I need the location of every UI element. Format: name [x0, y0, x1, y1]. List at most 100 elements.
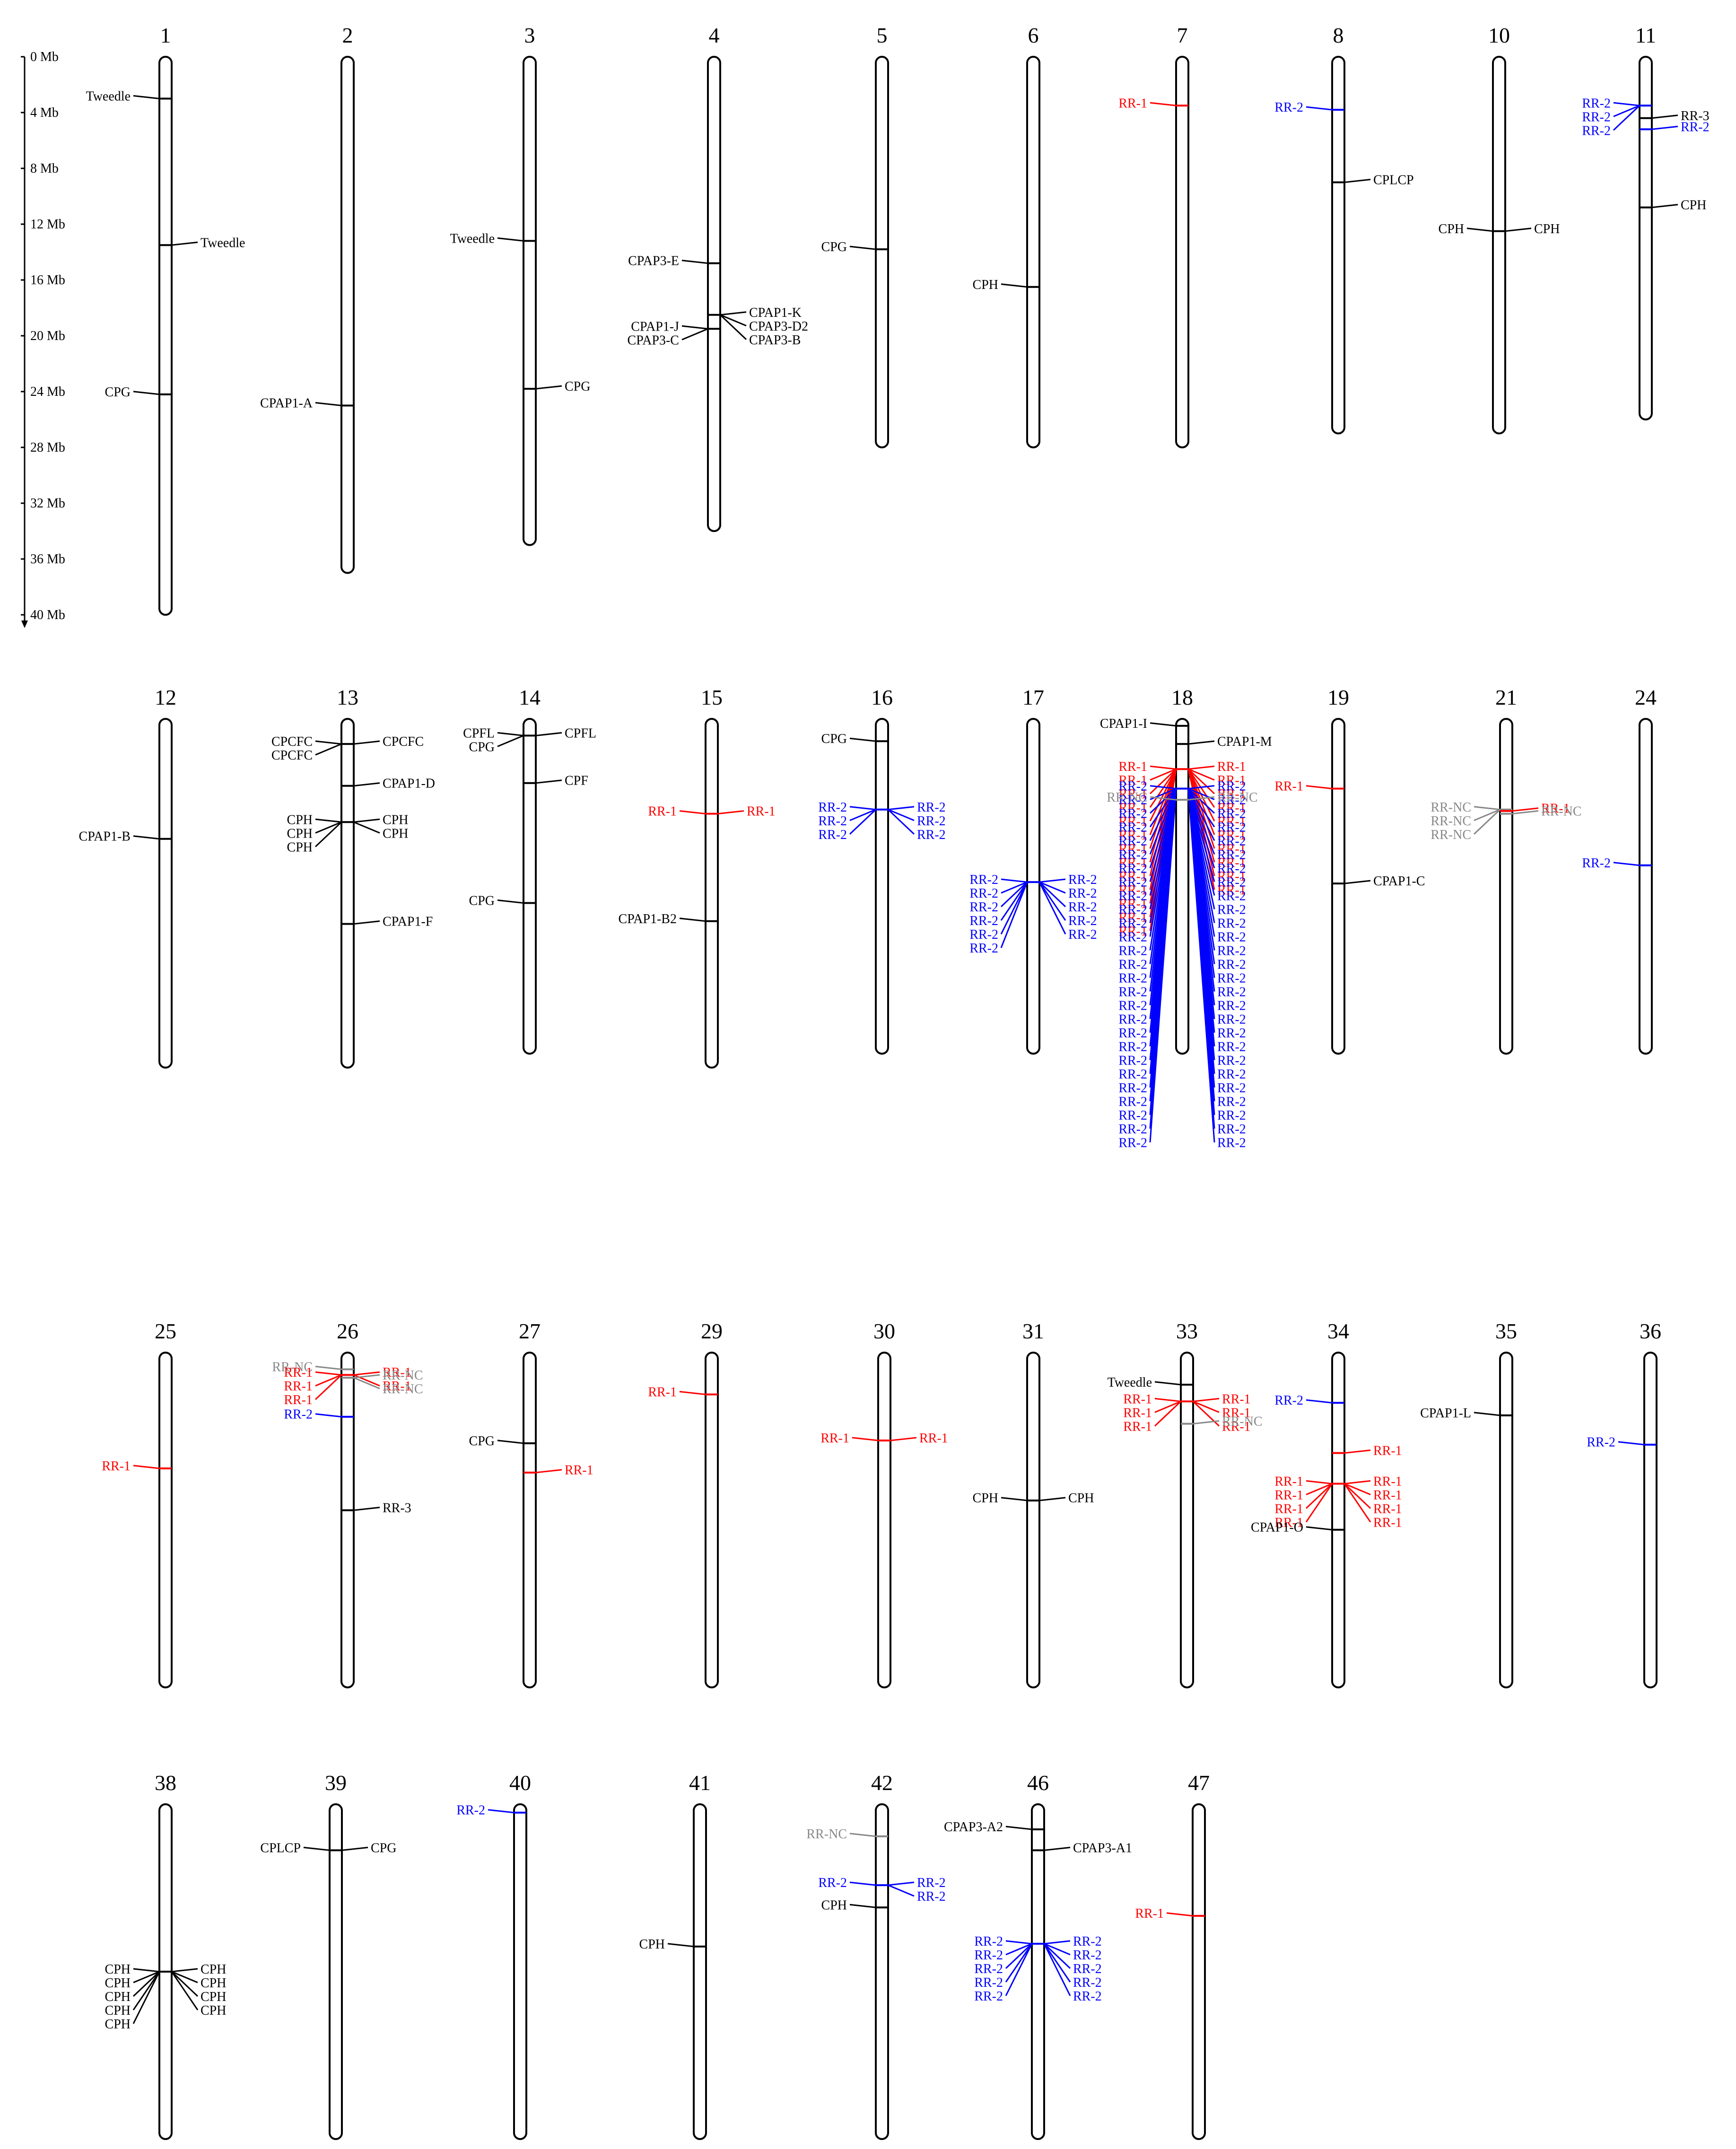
marker-label: CPH — [1534, 222, 1560, 236]
gene-marker: CPG — [523, 379, 590, 394]
marker-leader — [1187, 769, 1215, 835]
marker-leader — [1188, 768, 1215, 781]
gene-marker: CPAP1-L — [1420, 1406, 1512, 1421]
marker-label: RR-2 — [1217, 1109, 1246, 1123]
marker-leader — [315, 821, 342, 834]
gene-marker: CPLCP — [1332, 173, 1414, 188]
chromosome-4: 4CPAP3-ECPAP1-KCPAP3-D2CPAP3-BCPAP1-JCPA… — [628, 23, 808, 532]
marker-label: RR-2 — [1217, 971, 1246, 986]
marker-label: RR-2 — [1217, 793, 1246, 808]
marker-leader — [1512, 810, 1539, 815]
marker-label: RR-1 — [1373, 1515, 1402, 1530]
marker-label: RR-2 — [1118, 903, 1147, 917]
scale-tick-label: 0 Mb — [30, 50, 59, 64]
marker-leader — [535, 732, 562, 736]
marker-leader — [132, 1971, 160, 2010]
marker-leader — [1344, 1483, 1371, 1495]
marker-label: RR-2 — [917, 800, 946, 815]
marker-leader — [1038, 882, 1066, 921]
marker-label: CPH — [973, 1491, 998, 1506]
gene-marker: CPH — [1640, 198, 1706, 213]
chromosome-label: 35 — [1495, 1319, 1517, 1343]
marker-label: RR-2 — [1118, 1081, 1147, 1096]
marker-leader — [353, 740, 380, 745]
marker-leader — [353, 1377, 380, 1389]
marker-label: CPH — [1439, 222, 1464, 236]
chromosome-18: 18CPAP1-ICPAP1-MRR-1RR-1RR-1RR-1RR-1RR-1… — [1100, 685, 1272, 1151]
marker-leader — [1044, 1940, 1071, 1945]
marker-label: CPG — [821, 732, 847, 746]
marker-label: RR-NC — [1107, 790, 1147, 805]
chromosome-25: 25 RR-1 — [102, 1319, 176, 1688]
chromosome-label: 10 — [1488, 23, 1510, 47]
marker-label: RR-2 — [1217, 985, 1246, 1000]
marker-leader — [1613, 102, 1640, 106]
marker-leader — [1001, 283, 1028, 288]
chromosome-label: 41 — [689, 1771, 711, 1795]
marker-label: RR-1 — [1217, 856, 1246, 870]
marker-leader — [1005, 1943, 1033, 1983]
marker-leader — [353, 1374, 380, 1379]
chromosome-label: 21 — [1495, 685, 1517, 709]
marker-label: RR-2 — [1118, 971, 1147, 986]
marker-leader — [1474, 809, 1500, 821]
marker-label: CPH — [1681, 198, 1706, 213]
scale-tick-label: 24 Mb — [30, 384, 65, 399]
chromosome-bar — [340, 56, 355, 574]
marker-label: RR-2 — [917, 1876, 946, 1890]
marker-label: RR-NC — [272, 1360, 313, 1374]
marker-leader — [1000, 882, 1028, 921]
marker-leader — [1149, 769, 1177, 821]
gene-marker: CPH — [973, 278, 1039, 292]
gene-marker: CPAP1-F — [341, 915, 433, 929]
chromosome-bar — [1026, 1352, 1040, 1688]
marker-label: RR-1 — [1274, 779, 1303, 794]
chromosome-label: 18 — [1171, 685, 1193, 709]
marker-leader — [535, 779, 562, 784]
gene-marker: RR-1RR-1RR-1RR-1RR-1RR-1RR-1RR-1 — [1274, 1474, 1402, 1530]
chromosome-6: 6 CPH — [973, 23, 1040, 448]
marker-leader — [133, 95, 160, 99]
marker-label: RR-1 — [284, 1379, 313, 1394]
marker-label: RR-2 — [1118, 958, 1147, 972]
chromosome-17: 17RR-2RR-2RR-2RR-2RR-2RR-2RR-2RR-2RR-2RR… — [969, 685, 1097, 1055]
marker-leader — [132, 1971, 160, 1997]
marker-label: CPG — [821, 240, 847, 254]
marker-leader — [1343, 1483, 1371, 1509]
marker-label: RR-2 — [1068, 914, 1097, 928]
marker-leader — [1150, 722, 1177, 727]
marker-leader — [171, 1971, 199, 2010]
marker-leader — [1466, 227, 1493, 232]
marker-leader — [353, 920, 380, 925]
marker-leader — [1187, 769, 1215, 821]
marker-label: RR-2 — [1068, 927, 1097, 942]
chromosome-label: 40 — [509, 1771, 531, 1795]
marker-label: RR-1 — [565, 1463, 593, 1478]
marker-label: RR-1 — [383, 1365, 411, 1380]
chromosome-13: 13CPCFCCPCFCCPCFCCPAP1-DCPHCPHCPHCPHCPHC… — [271, 685, 435, 1069]
marker-label: CPG — [469, 893, 495, 908]
marker-label: RR-1 — [1222, 1406, 1251, 1420]
marker-label: RR-2 — [1073, 1989, 1102, 2004]
marker-label: CPAP1-B — [79, 830, 131, 844]
marker-leader — [1154, 1401, 1182, 1427]
chromosome-label: 4 — [709, 23, 720, 47]
marker-label: RR-2 — [1217, 1067, 1246, 1082]
marker-leader — [1613, 862, 1640, 866]
marker-leader — [488, 1809, 515, 1814]
marker-label: Tweedle — [86, 89, 131, 104]
marker-label: RR-2 — [1118, 779, 1147, 794]
marker-label: RR-2 — [1217, 779, 1246, 794]
marker-label: RR-2 — [1217, 1095, 1246, 1109]
marker-leader — [1149, 769, 1177, 808]
chromosome-bar — [1639, 718, 1653, 1055]
marker-leader — [1473, 809, 1501, 835]
gene-marker: RR-3 — [341, 1501, 411, 1515]
marker-leader — [353, 1506, 380, 1511]
marker-label: RR-1 — [1222, 1419, 1251, 1434]
marker-label: RR-NC — [1217, 790, 1258, 805]
